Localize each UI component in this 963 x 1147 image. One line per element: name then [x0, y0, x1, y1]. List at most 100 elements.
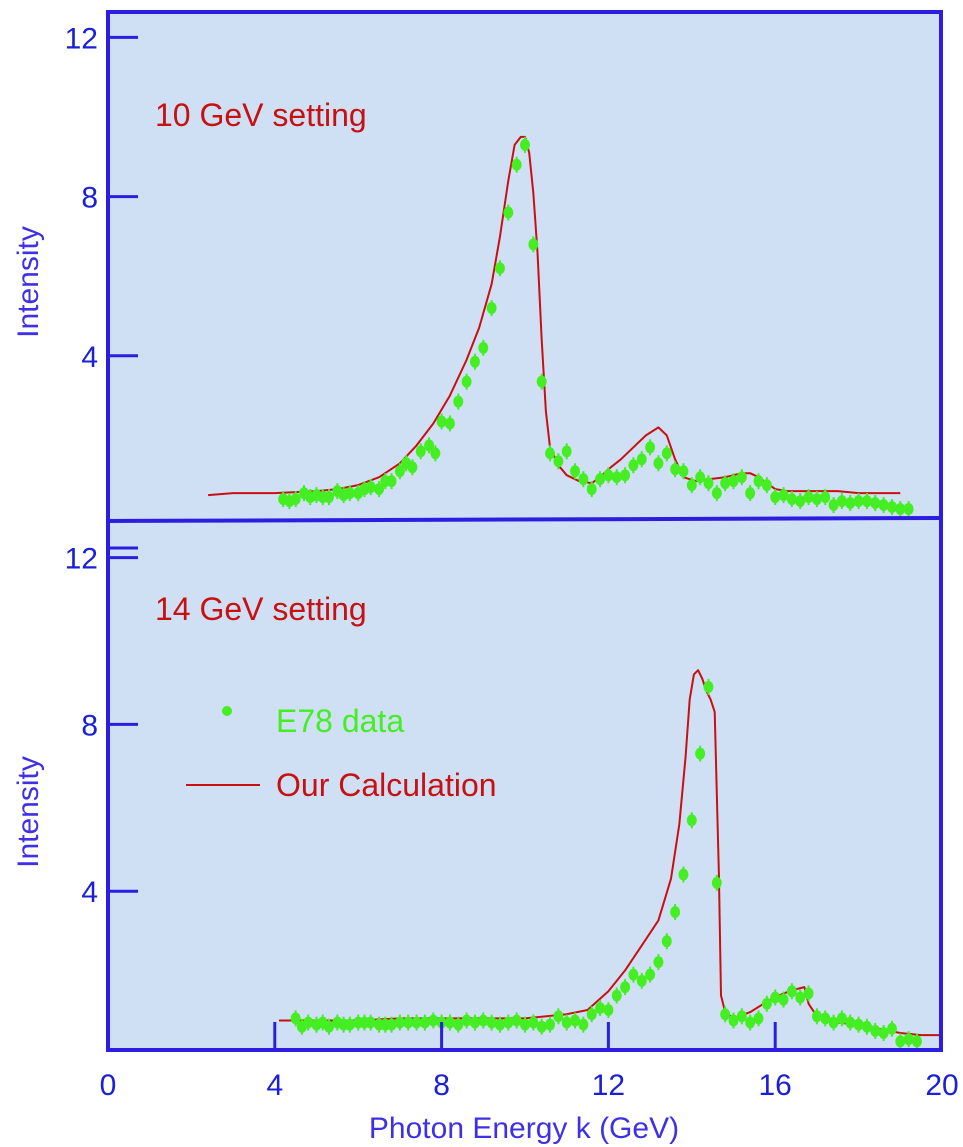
- top-data-point: [753, 473, 764, 490]
- bottom-data-point: [653, 954, 664, 971]
- top-data-point: [545, 445, 556, 462]
- bottom-data-point: [803, 985, 814, 1002]
- top-data-point: [407, 459, 418, 476]
- x-tick-label: 0: [100, 1069, 117, 1102]
- top-y-tick-label: 12: [65, 22, 98, 55]
- top-data-point: [803, 489, 814, 506]
- top-data-point: [511, 156, 522, 173]
- top-data-point: [494, 260, 505, 277]
- top-data-point: [636, 451, 647, 468]
- top-data-point: [686, 477, 697, 494]
- top-data-point: [795, 493, 806, 510]
- top-data-point: [415, 443, 426, 460]
- bottom-data-point: [828, 1014, 839, 1031]
- bottom-data-point: [419, 1014, 430, 1031]
- top-data-point: [903, 501, 914, 518]
- panel-divider: [107, 516, 942, 523]
- top-data-point: [828, 497, 839, 514]
- bottom-data-point: [586, 1006, 597, 1023]
- top-data-point: [811, 491, 822, 508]
- bottom-y-tick-label: 4: [81, 876, 98, 909]
- bottom-data-point: [603, 1002, 614, 1019]
- bottom-data-point: [365, 1014, 376, 1031]
- bottom-data-point: [753, 1010, 764, 1027]
- x-axis-label: Photon Energy k (GeV): [369, 1112, 679, 1145]
- top-data-point: [461, 373, 472, 390]
- bottom-data-point: [711, 874, 722, 891]
- top-data-points-layer: [278, 136, 914, 518]
- top-data-point: [536, 373, 547, 390]
- bottom-data-point: [503, 1014, 514, 1031]
- legend-label-data: E78 data: [276, 703, 404, 739]
- bottom-data-point: [870, 1022, 881, 1039]
- bottom-data-point: [728, 1012, 739, 1029]
- top-data-point: [586, 481, 597, 498]
- bottom-data-point: [645, 966, 656, 983]
- top-data-point: [670, 461, 681, 478]
- bottom-data-point: [886, 1020, 897, 1037]
- top-data-point: [424, 437, 435, 454]
- bottom-data-point: [686, 812, 697, 829]
- top-data-point: [324, 489, 335, 506]
- bottom-data-point: [695, 745, 706, 762]
- top-data-point: [720, 475, 731, 492]
- bottom-data-point: [444, 1014, 455, 1031]
- bottom-data-point: [670, 904, 681, 921]
- x-tick-label: 20: [925, 1069, 958, 1102]
- bottom-data-point: [344, 1016, 355, 1033]
- bottom-data-point: [678, 866, 689, 883]
- legend-label-calculation: Our Calculation: [276, 767, 497, 803]
- bottom-data-point: [853, 1016, 864, 1033]
- top-data-point: [695, 469, 706, 486]
- bottom-data-point: [561, 1014, 572, 1031]
- top-data-point: [478, 339, 489, 356]
- top-data-point: [886, 499, 897, 516]
- top-data-point: [778, 487, 789, 504]
- top-plot-background: [108, 12, 941, 520]
- top-data-point: [344, 485, 355, 502]
- bottom-data-point: [453, 1016, 464, 1033]
- bottom-data-point: [478, 1012, 489, 1029]
- bottom-data-point: [386, 1016, 397, 1033]
- top-data-point: [620, 467, 631, 484]
- top-data-point: [386, 473, 397, 490]
- bottom-data-point: [528, 1014, 539, 1031]
- top-data-point: [645, 439, 656, 456]
- top-data-point: [595, 471, 606, 488]
- bottom-data-point: [324, 1018, 335, 1035]
- bottom-data-point: [620, 979, 631, 996]
- top-data-point: [436, 413, 447, 430]
- bottom-data-point: [811, 1008, 822, 1025]
- bottom-data-point: [878, 1024, 889, 1041]
- top-y-ticks: 4 8 12: [65, 22, 138, 374]
- bottom-data-point: [770, 989, 781, 1006]
- bottom-data-point: [394, 1014, 405, 1031]
- top-panel: 10 GeV setting 4 8 12 Intensity: [12, 12, 941, 520]
- bottom-data-point: [778, 991, 789, 1008]
- top-data-point: [786, 491, 797, 508]
- bottom-data-point: [761, 995, 772, 1012]
- bottom-data-point: [545, 1016, 556, 1033]
- top-data-point: [528, 236, 539, 253]
- bottom-data-point: [570, 1012, 581, 1029]
- top-data-point: [520, 136, 530, 153]
- bottom-data-points-layer: [290, 678, 922, 1050]
- bottom-data-point: [628, 966, 639, 983]
- bottom-y-tick-label: 8: [81, 709, 98, 742]
- bottom-data-point: [720, 1006, 731, 1023]
- top-data-point: [444, 415, 455, 432]
- top-data-point: [290, 491, 301, 508]
- top-data-point: [745, 485, 756, 502]
- bottom-data-point: [786, 983, 797, 1000]
- top-y-tick-label: 4: [81, 341, 98, 374]
- top-data-point: [603, 467, 614, 484]
- top-data-point: [430, 445, 441, 462]
- top-data-point: [728, 473, 739, 490]
- top-data-point: [394, 463, 405, 480]
- top-data-point: [503, 204, 514, 221]
- bottom-y-tick-label: 12: [65, 543, 98, 576]
- top-data-point: [628, 457, 639, 474]
- plot-frame: [106, 10, 943, 1052]
- bottom-data-point: [703, 678, 714, 695]
